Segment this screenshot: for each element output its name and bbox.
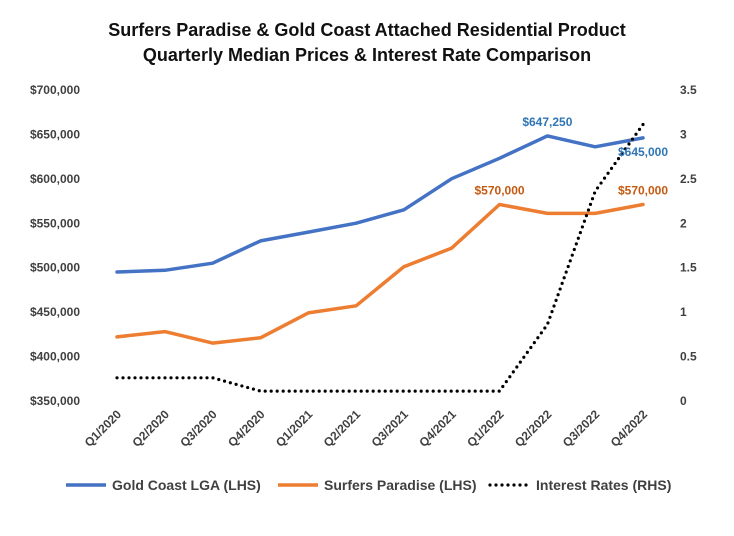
x-tick-label: Q4/2020: [225, 407, 268, 450]
y-right-tick-label: 1: [680, 305, 687, 319]
y-left-tick-label: $550,000: [30, 216, 80, 230]
y-right-tick-label: 1.5: [680, 261, 697, 275]
data-label: $645,000: [618, 145, 668, 159]
y-left-tick-label: $700,000: [30, 83, 80, 97]
chart-title-line1: Surfers Paradise & Gold Coast Attached R…: [108, 20, 626, 40]
x-tick-label: Q3/2021: [369, 407, 412, 450]
x-tick-label: Q4/2021: [416, 407, 459, 450]
x-tick-label: Q1/2022: [464, 407, 507, 450]
y-right-tick-label: 0: [680, 394, 687, 408]
y-right-tick-label: 0.5: [680, 350, 697, 364]
y-left-tick-label: $600,000: [30, 172, 80, 186]
x-tick-label: Q4/2022: [608, 407, 651, 450]
series-line-2: [115, 202, 645, 345]
x-tick-label: Q1/2021: [273, 407, 316, 450]
x-tick-label: Q2/2022: [512, 407, 555, 450]
y-right-tick-label: 2: [680, 216, 687, 230]
y-right-tick-label: 3: [680, 127, 687, 141]
legend-label: Surfers Paradise (LHS): [324, 477, 477, 493]
x-tick-label: Q1/2020: [82, 407, 125, 450]
y-left-tick-label: $350,000: [30, 394, 80, 408]
data-label: $647,250: [522, 115, 572, 129]
series-line-1: [115, 134, 645, 274]
y-left-tick-label: $500,000: [30, 261, 80, 275]
data-label: $570,000: [618, 184, 668, 198]
x-tick-label: Q3/2020: [177, 407, 220, 450]
legend-label: Gold Coast LGA (LHS): [112, 477, 261, 493]
series-line-3: [115, 122, 645, 393]
legend-label: Interest Rates (RHS): [536, 477, 671, 493]
y-right-tick-label: 2.5: [680, 172, 697, 186]
x-tick-label: Q2/2021: [321, 407, 364, 450]
y-right-tick-label: 3.5: [680, 83, 697, 97]
data-label: $570,000: [475, 184, 525, 198]
chart-title-line2: Quarterly Median Prices & Interest Rate …: [142, 45, 592, 65]
x-tick-label: Q2/2020: [129, 407, 172, 450]
x-tick-label: Q3/2022: [560, 407, 603, 450]
y-left-tick-label: $450,000: [30, 305, 80, 319]
y-left-tick-label: $400,000: [30, 350, 80, 364]
y-left-tick-label: $650,000: [30, 127, 80, 141]
